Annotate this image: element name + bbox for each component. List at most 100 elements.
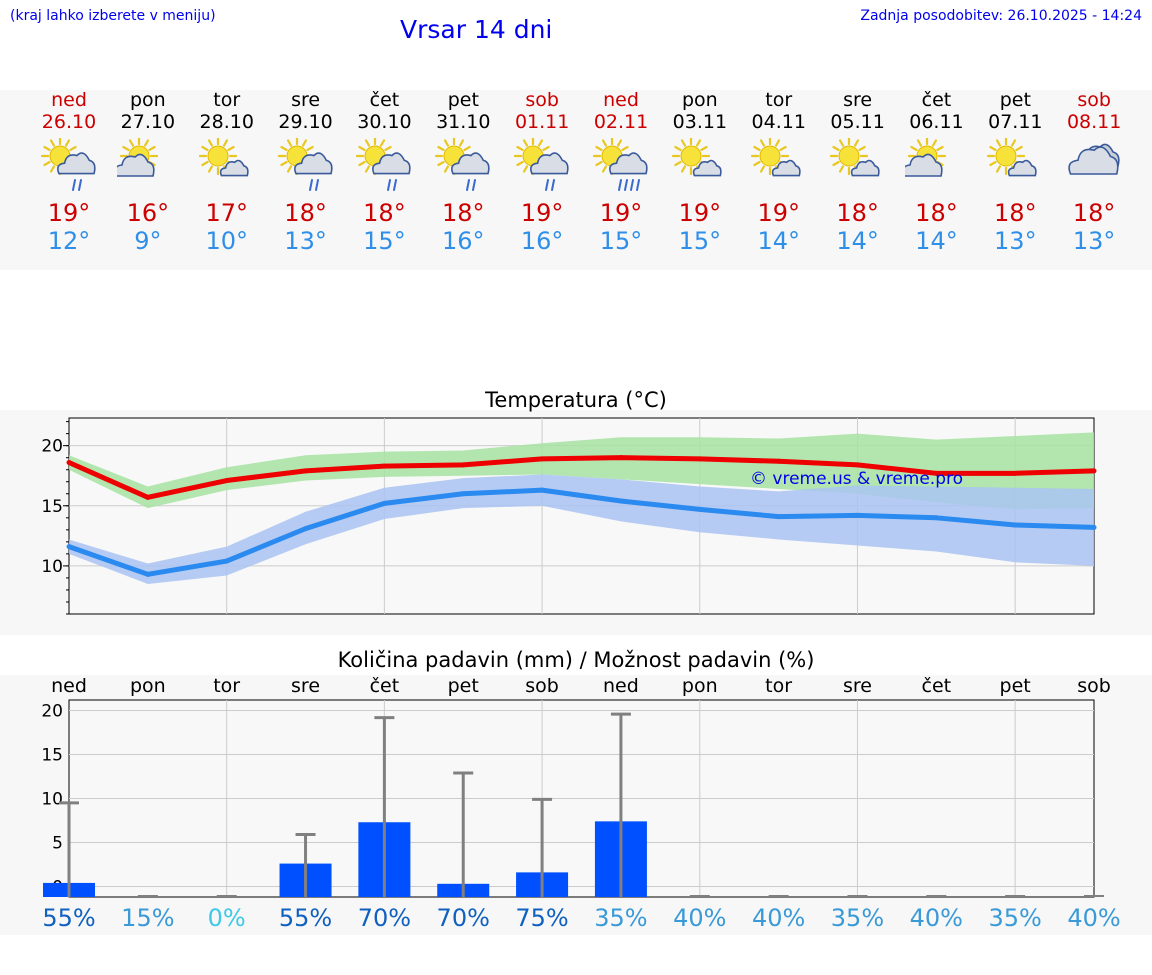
category-label: pon: [130, 675, 166, 697]
min-temp-point: [66, 544, 72, 550]
day-name: čet: [921, 89, 952, 111]
min-temp: 12°: [47, 227, 91, 255]
forecast-band: [0, 90, 1152, 270]
precip-chance-label: 35%: [988, 904, 1041, 932]
max-temp: 17°: [205, 199, 248, 227]
partly-cloudy-icon: [905, 138, 947, 177]
day-column: pon 03.11 19° 15°: [661, 90, 739, 254]
y-tick-label: 10: [41, 557, 63, 577]
day-column: tor 28.10 17° 10°: [188, 90, 266, 254]
day-column: čet 06.11 18° 14°: [897, 90, 975, 254]
day-name: sre: [291, 89, 321, 111]
cloud: [692, 159, 722, 177]
category-label: čet: [370, 675, 400, 697]
watermark: © vreme.us & vreme.pro: [750, 469, 963, 489]
min-temp: 14°: [757, 227, 800, 255]
precip-chance-label: 35%: [831, 904, 884, 932]
min-temp: 13°: [284, 227, 327, 255]
max-temp: 18°: [836, 199, 879, 227]
precip-chance-label: 75%: [515, 904, 568, 932]
day-date: 06.11: [909, 111, 964, 133]
day-name: ned: [603, 89, 639, 111]
partly-sunny-light-rain-icon: [277, 138, 333, 191]
day-date: 04.11: [751, 111, 806, 133]
min-temp-point: [697, 506, 703, 512]
min-temp-point: [460, 491, 466, 497]
min-temp-point: [381, 500, 387, 506]
category-label: tor: [213, 675, 240, 697]
day-date: 26.10: [41, 111, 97, 133]
min-temp-point: [1091, 524, 1097, 530]
min-temp-point: [776, 514, 782, 520]
day-name: tor: [213, 89, 241, 111]
min-temp-range-band: [69, 474, 1094, 584]
min-temp-line: [68, 487, 1095, 577]
max-temp: 19°: [520, 199, 564, 227]
day-column: pet 31.10 18° 16°: [424, 90, 502, 254]
cloudy-icon: [1068, 143, 1120, 175]
max-temp-point: [1012, 470, 1018, 476]
min-temp: 10°: [205, 227, 248, 255]
cloud: [609, 152, 648, 175]
category-label: tor: [765, 675, 792, 697]
cloud: [850, 159, 880, 177]
day-date: 30.10: [357, 111, 412, 133]
page-title: Vrsar 14 dni: [400, 15, 553, 44]
max-temp: 18°: [442, 199, 485, 227]
max-temp: 18°: [915, 199, 958, 227]
y-tick-label: 20: [41, 702, 63, 722]
category-label: pet: [1000, 675, 1031, 697]
max-temp-point: [1091, 468, 1097, 474]
max-temp: 18°: [284, 199, 327, 227]
cloud: [116, 153, 155, 177]
rain-drops: [466, 179, 477, 191]
max-temp: 18°: [994, 199, 1037, 227]
day-column: ned 26.10 19° 12°: [30, 90, 108, 254]
cloud: [219, 159, 249, 177]
min-temp: 16°: [520, 227, 564, 255]
max-temp-point: [224, 478, 230, 484]
precip-chance-label: 70%: [358, 904, 411, 932]
min-temp-point: [933, 515, 939, 521]
max-temp-point: [145, 494, 151, 500]
day-date: 29.10: [278, 111, 333, 133]
max-temp: 18°: [363, 199, 406, 227]
day-column: sob 01.11 19° 16°: [503, 90, 581, 254]
max-temp-point: [697, 456, 703, 462]
max-temp-point: [618, 455, 624, 461]
day-name: sre: [843, 89, 873, 111]
mostly-sunny-icon: [671, 138, 722, 177]
partly-sunny-light-rain-icon: [40, 138, 96, 191]
min-temp: 14°: [915, 227, 958, 255]
day-column: sre 29.10 18° 13°: [267, 90, 345, 254]
day-name: čet: [369, 89, 400, 111]
category-label: sob: [525, 675, 559, 697]
max-temp: 16°: [126, 199, 170, 227]
max-temp-point: [933, 470, 939, 476]
day-date: 03.11: [672, 111, 728, 133]
partly-sunny-rain-icon: [592, 138, 648, 191]
precip-chart-title: Količina padavin (mm) / Možnost padavin …: [337, 648, 815, 672]
precip-chance-label: 0%: [208, 904, 246, 932]
min-temp-point: [1012, 522, 1018, 528]
day-column: sre 05.11 18° 14°: [819, 90, 897, 254]
min-temp-point: [145, 571, 151, 577]
min-temp: 13°: [1072, 227, 1116, 255]
rain-drops: [618, 179, 641, 191]
category-label: ned: [603, 675, 639, 697]
max-temp-point: [854, 462, 860, 468]
min-temp-point: [224, 558, 230, 564]
day-date: 08.11: [1066, 111, 1122, 133]
partly-sunny-light-rain-icon: [435, 138, 490, 191]
min-temp: 14°: [836, 227, 879, 255]
max-temp-point: [66, 459, 72, 465]
category-label: pet: [448, 675, 479, 697]
cloud: [1008, 159, 1037, 177]
temperature-chart-title: Temperatura (°C): [485, 388, 667, 412]
precip-chance-label: 35%: [594, 904, 647, 932]
day-column: sob 08.11 18° 13°: [1055, 90, 1133, 255]
max-temp-point: [460, 462, 466, 468]
y-tick-label: 10: [41, 790, 63, 810]
max-temp-line: [67, 455, 1095, 500]
rain-drops: [545, 179, 556, 191]
